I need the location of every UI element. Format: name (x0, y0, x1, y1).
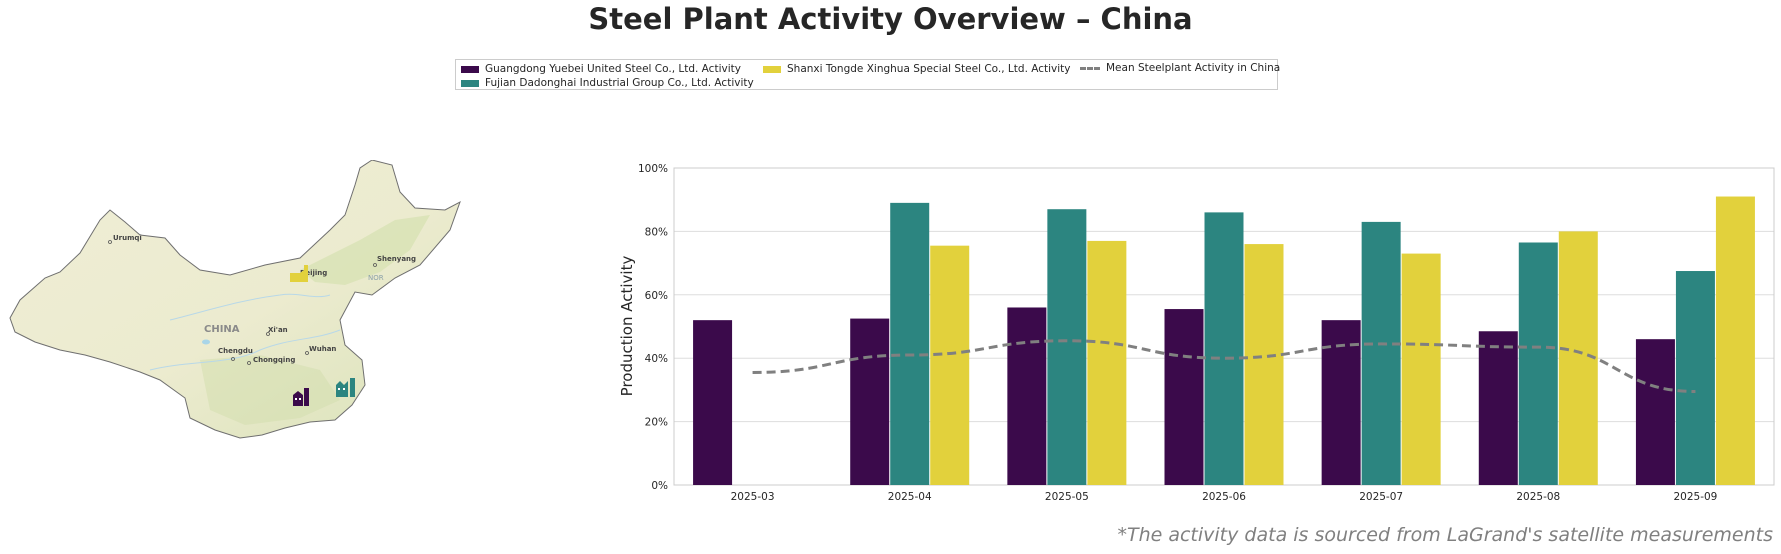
country-label: CHINA (204, 324, 240, 335)
legend-item-guangdong: Guangdong Yuebei United Steel Co., Ltd. … (461, 63, 741, 75)
y-tick-label: 20% (645, 417, 668, 429)
bar-fujian (1675, 271, 1715, 485)
mean-line-layer (752, 339, 1696, 393)
y-tick-label: 40% (645, 353, 668, 365)
guangdong-plant-icon (293, 388, 309, 406)
fujian-plant-icon (336, 378, 355, 397)
y-axis-title: Production Activity (618, 256, 636, 397)
city-dot (247, 361, 251, 365)
china-map: Urumqi Beijing Shenyang Xi'an Chengdu Ch… (9, 160, 461, 439)
city-label-urumqi: Urumqi (113, 234, 142, 242)
sea-label: NOR (368, 274, 384, 282)
legend-label-fujian: Fujian Dadonghai Industrial Group Co., L… (485, 77, 754, 89)
bar-chart: 0% 20% 40% 60% 80% 100% 2025-03 2025-04 2025-05 2… (618, 163, 1775, 503)
bar-guangdong (850, 318, 890, 485)
legend-item-mean: Mean Steelplant Activity in China (1080, 62, 1280, 74)
river (149, 329, 341, 371)
bar-shanxi (1401, 253, 1441, 485)
legend-dash-mean (1080, 66, 1100, 70)
footnote: *The activity data is sourced from LaGra… (1117, 524, 1773, 546)
bar-shanxi (1715, 196, 1755, 485)
chart-legend: Guangdong Yuebei United Steel Co., Ltd. … (455, 59, 1280, 90)
legend-label-mean: Mean Steelplant Activity in China (1106, 62, 1281, 74)
x-tick-label: 2025-09 (1673, 491, 1717, 503)
page-title: Steel Plant Activity Overview – China (588, 2, 1193, 36)
tick-layer: 0% 20% 40% 60% 80% 100% 2025-03 2025-04 2025-05 2… (638, 163, 1717, 503)
legend-item-shanxi: Shanxi Tongde Xinghua Special Steel Co.,… (763, 63, 1071, 75)
bar-shanxi (1244, 244, 1284, 485)
lake (202, 339, 210, 345)
legend-label-guangdong: Guangdong Yuebei United Steel Co., Ltd. … (485, 63, 741, 75)
bar-fujian (1204, 212, 1244, 485)
bar-shanxi (1558, 231, 1598, 485)
x-tick-label: 2025-06 (1202, 491, 1246, 503)
city-dot (266, 332, 270, 336)
mean-activity-line (752, 339, 1696, 393)
y-tick-label: 60% (645, 290, 668, 302)
legend-swatch-fujian (461, 79, 479, 87)
bar-shanxi (1087, 240, 1127, 485)
x-tick-label: 2025-03 (731, 491, 775, 503)
x-tick-label: 2025-08 (1516, 491, 1560, 503)
terrain-patch (200, 355, 340, 425)
x-tick-label: 2025-04 (888, 491, 932, 503)
river (169, 293, 331, 321)
city-dot (231, 357, 235, 361)
legend-swatch-guangdong (461, 65, 479, 73)
city-label-chongqing: Chongqing (253, 356, 295, 364)
city-dot (373, 263, 377, 267)
city-dot (108, 240, 112, 244)
bar-guangdong (1635, 339, 1675, 485)
china-outline (9, 160, 461, 439)
legend-swatch-shanxi (763, 65, 781, 73)
bar-guangdong (1478, 331, 1518, 485)
legend-label-shanxi: Shanxi Tongde Xinghua Special Steel Co.,… (787, 63, 1071, 75)
x-tick-label: 2025-05 (1045, 491, 1089, 503)
city-label-shenyang: Shenyang (377, 255, 416, 263)
bar-guangdong (1007, 307, 1047, 485)
shanxi-plant-icon (290, 265, 308, 282)
y-tick-label: 100% (638, 163, 668, 175)
bar-guangdong (1164, 309, 1204, 485)
x-tick-label: 2025-07 (1359, 491, 1403, 503)
bar-fujian (1361, 221, 1401, 485)
bar-shanxi (930, 245, 970, 485)
city-dot (305, 351, 309, 355)
city-label-xian: Xi'an (268, 326, 288, 334)
city-label-beijing: Beijing (300, 269, 327, 277)
city-label-chengdu: Chengdu (218, 347, 253, 355)
bar-fujian (890, 202, 930, 485)
bar-guangdong (693, 320, 733, 485)
terrain-patch (300, 215, 430, 285)
y-tick-label: 80% (645, 226, 668, 238)
legend-item-fujian: Fujian Dadonghai Industrial Group Co., L… (461, 77, 754, 89)
y-tick-label: 0% (651, 480, 668, 492)
city-label-wuhan: Wuhan (309, 345, 336, 353)
bar-fujian (1518, 242, 1558, 485)
bar-fujian (1047, 209, 1087, 485)
bar-layer (693, 196, 1755, 485)
